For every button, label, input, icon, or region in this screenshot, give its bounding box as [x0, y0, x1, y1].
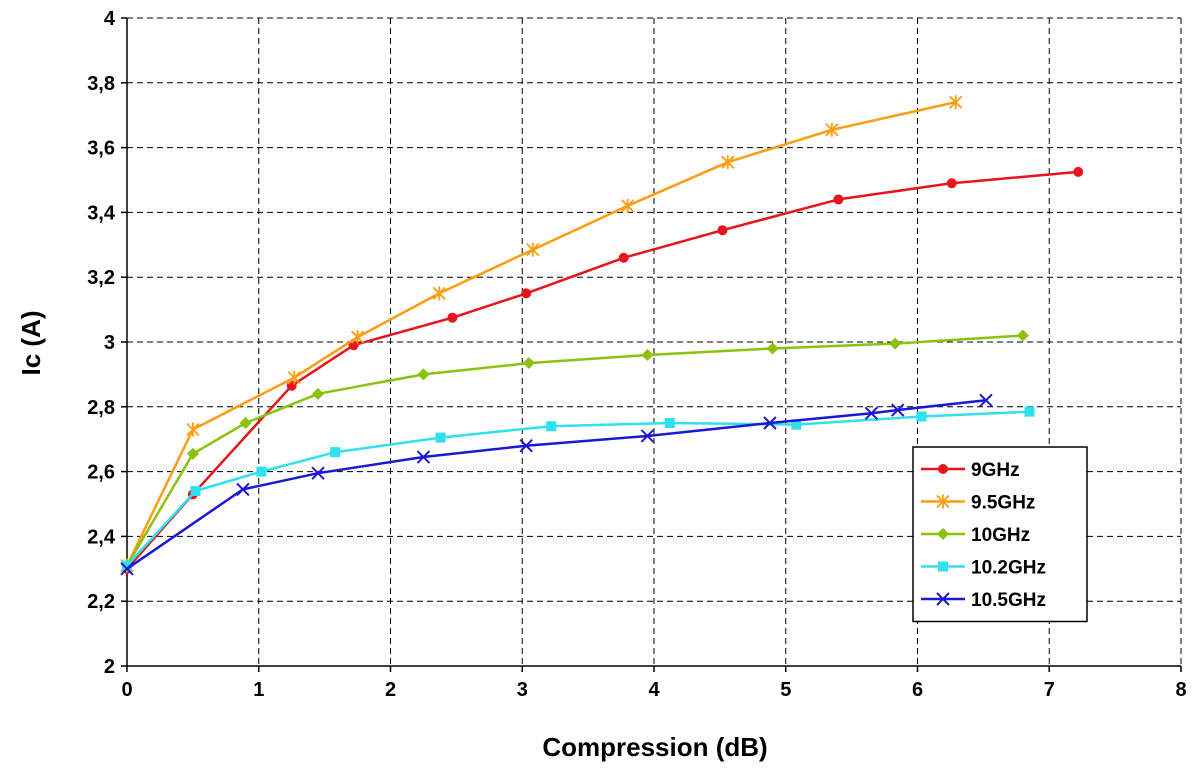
- x-tick-label: 2: [385, 679, 396, 701]
- data-point-9ghz: [447, 312, 458, 323]
- y-tick-label: 2: [104, 656, 115, 678]
- data-point-10-2ghz: [1024, 406, 1035, 417]
- data-point-10-2ghz: [791, 419, 802, 430]
- data-point-9-5ghz: [186, 422, 200, 437]
- data-point-10-5ghz: [640, 429, 655, 443]
- data-point-10-2ghz: [546, 421, 557, 432]
- data-point-10ghz: [417, 368, 430, 381]
- data-point-10-2ghz: [256, 466, 267, 477]
- data-point-9ghz: [833, 194, 844, 205]
- data-point-10-5ghz: [763, 416, 777, 430]
- legend-label: 10.5GHz: [971, 590, 1046, 611]
- legend-item-9-5ghz: 9.5GHz: [921, 493, 1035, 514]
- data-point-9-5ghz: [526, 242, 540, 257]
- data-point-10ghz: [889, 337, 902, 350]
- data-point-10-5ghz: [236, 482, 250, 497]
- y-tick-label: 3: [104, 332, 115, 354]
- legend-swatch-marker: [937, 528, 949, 540]
- data-point-9-5ghz: [287, 370, 301, 385]
- y-tick-label: 4: [104, 8, 116, 30]
- x-tick-label: 8: [1175, 679, 1186, 701]
- data-point-10-2ghz: [190, 486, 201, 497]
- x-tick-label: 3: [517, 679, 528, 701]
- data-point-9-5ghz: [621, 198, 635, 213]
- legend-label: 10GHz: [971, 525, 1030, 546]
- y-tick-label: 2,8: [87, 397, 115, 419]
- legend-swatch-marker: [936, 494, 950, 509]
- x-tick-label: 4: [648, 679, 660, 701]
- x-axis-title: Compression (dB): [542, 732, 767, 762]
- data-point-10ghz: [1016, 329, 1029, 342]
- data-point-9-5ghz: [825, 122, 839, 137]
- series-line-9-5ghz: [125, 100, 956, 567]
- data-point-10-2ghz: [916, 411, 927, 422]
- data-point-10-2ghz: [122, 560, 132, 571]
- data-point-9ghz: [618, 252, 629, 263]
- y-tick-label: 3,6: [87, 138, 115, 160]
- legend-item-9ghz: 9GHz: [921, 460, 1020, 481]
- y-tick-label: 3,4: [87, 202, 116, 224]
- x-tick-labels: 0 1 2 3 4 5 6 7 8: [121, 679, 1186, 701]
- series-9ghz: [122, 166, 1084, 574]
- data-point-10-5ghz: [311, 466, 325, 480]
- data-point-9ghz: [1073, 166, 1084, 177]
- x-tick-label: 1: [253, 679, 264, 701]
- data-series: [120, 95, 1084, 576]
- y-tick-label: 2,2: [87, 591, 115, 613]
- data-point-9-5ghz: [350, 330, 365, 345]
- data-point-10-2ghz: [435, 432, 446, 443]
- y-tick-label: 3,2: [87, 267, 115, 289]
- legend-item-10-5ghz: 10.5GHz: [921, 590, 1046, 611]
- data-point-9ghz: [717, 225, 728, 236]
- data-point-9-5ghz: [432, 286, 446, 301]
- x-tick-label: 5: [780, 679, 791, 701]
- axes: [121, 17, 1182, 672]
- x-tick-label: 0: [121, 679, 132, 701]
- data-point-10-5ghz: [864, 406, 879, 420]
- y-tick-label: 3,8: [87, 73, 115, 95]
- series-10-2ghz: [122, 406, 1035, 571]
- data-point-10ghz: [312, 387, 325, 400]
- data-point-10ghz: [641, 348, 654, 361]
- data-point-9ghz: [348, 340, 359, 351]
- series-9-5ghz: [120, 95, 963, 573]
- legend: 9GHz 9.5GHz 10GHz 10.2GHz 10.5GHz: [912, 446, 1088, 623]
- data-point-10-2ghz: [330, 447, 341, 458]
- data-point-9ghz: [521, 288, 532, 299]
- data-point-10-5ghz: [979, 393, 993, 408]
- series-line-10ghz: [125, 334, 1023, 567]
- legend-label: 9GHz: [971, 460, 1020, 481]
- data-point-10ghz: [239, 417, 252, 429]
- y-axis-title: Ic (A): [16, 311, 46, 376]
- data-point-10-5ghz: [416, 450, 431, 464]
- x-tick-label: 7: [1044, 679, 1055, 701]
- series-line-10-5ghz: [126, 399, 987, 570]
- data-point-10-5ghz: [519, 438, 533, 453]
- legend-item-10ghz: 10GHz: [921, 525, 1030, 546]
- legend-swatch-marker: [936, 592, 950, 606]
- y-tick-label: 2,4: [87, 526, 116, 548]
- legend-swatch-marker: [938, 464, 948, 474]
- data-point-9-5ghz: [721, 155, 735, 170]
- y-tick-labels: 2 2,2 2,4 2,6 2,8 3 3,2 3,4 3,6 3,8 4: [87, 8, 116, 678]
- data-point-9ghz: [946, 178, 957, 189]
- data-point-10-5ghz: [120, 562, 134, 576]
- legend-item-10-2ghz: 10.2GHz: [921, 558, 1046, 579]
- legend-label: 10.2GHz: [971, 558, 1046, 579]
- legend-swatch-marker: [938, 561, 948, 572]
- data-point-10ghz: [186, 447, 199, 460]
- series-10-5ghz: [120, 393, 993, 576]
- data-point-10-5ghz: [891, 403, 905, 417]
- y-tick-label: 2,6: [87, 462, 115, 484]
- data-point-10ghz: [522, 357, 535, 370]
- x-tick-label: 6: [912, 679, 923, 701]
- data-point-10ghz: [766, 342, 779, 355]
- legend-label: 9.5GHz: [971, 493, 1035, 514]
- data-point-10-2ghz: [664, 418, 675, 428]
- data-point-9-5ghz: [949, 95, 963, 110]
- series-line-10-2ghz: [126, 410, 1030, 567]
